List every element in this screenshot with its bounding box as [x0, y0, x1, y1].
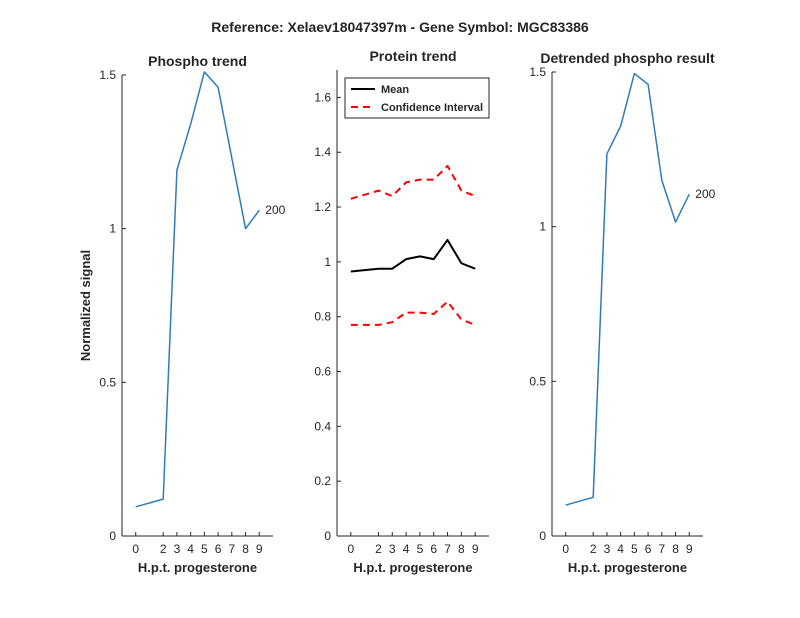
x-tick-label: 8 — [242, 542, 249, 556]
x-tick-label: 4 — [187, 542, 194, 556]
point-annotation: 200 — [265, 203, 285, 217]
x-tick-label: 5 — [631, 542, 638, 556]
x-tick-label: 0 — [562, 542, 569, 556]
y-tick-label: 1.2 — [314, 200, 331, 214]
x-tick-label: 2 — [375, 542, 382, 556]
x-tick-label: 2 — [590, 542, 597, 556]
x-tick-label: 5 — [417, 542, 424, 556]
x-tick-label: 3 — [604, 542, 611, 556]
y-tick-label: 0 — [109, 529, 116, 543]
x-axis-label: H.p.t. progesterone — [138, 560, 257, 575]
y-tick-label: 1 — [109, 222, 116, 236]
y-tick-label: 0.8 — [314, 310, 331, 324]
y-tick-label: 0.4 — [314, 419, 331, 433]
y-tick-label: 1.6 — [314, 90, 331, 104]
y-tick-label: 1.5 — [529, 65, 546, 79]
x-axis-label: H.p.t. progesterone — [568, 560, 687, 575]
x-tick-label: 4 — [403, 542, 410, 556]
legend-box — [344, 77, 490, 119]
x-tick-label: 6 — [215, 542, 222, 556]
y-tick-label: 1.5 — [99, 68, 116, 82]
x-tick-label: 6 — [430, 542, 437, 556]
x-tick-label: 7 — [658, 542, 665, 556]
point-annotation: 200 — [695, 187, 715, 201]
x-tick-label: 3 — [174, 542, 181, 556]
x-tick-label: 7 — [228, 542, 235, 556]
panel-title: Detrended phospho result — [540, 50, 715, 66]
series-line-0 — [350, 238, 476, 273]
x-tick-label: 3 — [389, 542, 396, 556]
series-line-2 — [350, 300, 476, 326]
x-tick-label: 9 — [686, 542, 693, 556]
x-tick-label: 4 — [617, 542, 624, 556]
x-tick-label: 2 — [160, 542, 167, 556]
y-tick-label: 0.5 — [529, 374, 546, 388]
panel-phospho-trend: 0 2 3 4 5 6 7 8 9 0 0.5 1 1.5 Phospho trend H.p.t. pro… — [78, 53, 286, 575]
y-tick-label: 0.2 — [314, 474, 331, 488]
y-tick-label: 0.5 — [99, 375, 116, 389]
y-tick-label: 0 — [539, 529, 546, 543]
x-tick-label: 5 — [201, 542, 208, 556]
x-axis-label: H.p.t. progesterone — [353, 560, 472, 575]
series-line-0 — [135, 71, 260, 508]
panel-title: Protein trend — [369, 48, 456, 64]
x-tick-label: 9 — [472, 542, 479, 556]
x-tick-label: 8 — [458, 542, 465, 556]
y-axis-label: Normalized signal — [78, 250, 93, 361]
figure-title: Reference: Xelaev18047397m - Gene Symbol… — [211, 19, 589, 35]
y-tick-label: 1.4 — [314, 145, 331, 159]
legend-label: Confidence Interval — [381, 102, 483, 114]
x-tick-label: 0 — [132, 542, 139, 556]
series-line-1 — [350, 164, 476, 200]
y-tick-label: 0.6 — [314, 365, 331, 379]
x-tick-label: 7 — [444, 542, 451, 556]
y-tick-label: 1 — [324, 255, 331, 269]
legend-label: Mean — [381, 84, 409, 96]
x-tick-label: 9 — [256, 542, 263, 556]
y-tick-label: 1 — [539, 220, 546, 234]
y-tick-label: 0 — [324, 529, 331, 543]
x-tick-label: 6 — [645, 542, 652, 556]
x-tick-label: 8 — [672, 542, 679, 556]
panel-title: Phospho trend — [148, 53, 247, 69]
series-line-0 — [565, 72, 690, 506]
panel-protein-trend: 0 2 3 4 5 6 7 8 9 0 0.2 0.4 0.6 0.8 1 1.2 1.4 1.6 Protein … — [314, 48, 490, 575]
x-tick-label: 0 — [347, 542, 354, 556]
